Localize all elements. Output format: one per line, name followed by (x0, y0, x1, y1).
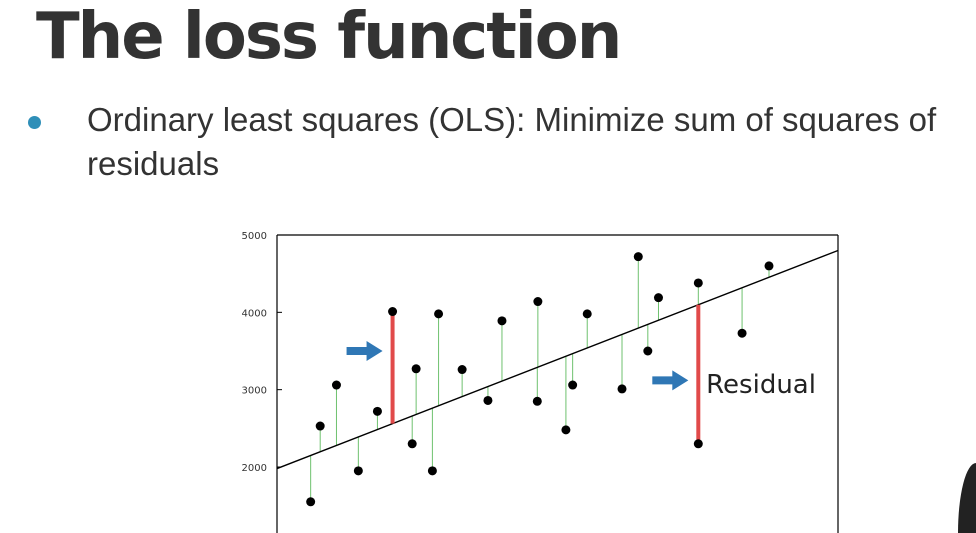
data-point (434, 309, 444, 319)
y-tick-label: 2000 (242, 463, 267, 474)
data-point (533, 297, 543, 307)
data-point (653, 293, 663, 303)
data-point (532, 396, 542, 406)
data-point (372, 406, 382, 416)
data-point (561, 425, 571, 435)
data-point (353, 466, 363, 476)
arrow-icon (346, 341, 383, 361)
slide-title: The loss function (36, 0, 622, 74)
data-point (457, 365, 467, 375)
data-point (643, 346, 653, 356)
data-point (737, 328, 747, 338)
data-point (582, 309, 592, 319)
data-point (427, 466, 437, 476)
bullet-text: Ordinary least squares (OLS): Minimize s… (87, 101, 937, 182)
data-point (315, 421, 325, 431)
data-point (483, 395, 493, 405)
arrow-icon (652, 370, 689, 391)
data-point (497, 316, 507, 326)
data-point (388, 307, 398, 317)
data-point (617, 384, 627, 394)
data-point (411, 364, 421, 374)
data-point (306, 497, 316, 507)
data-point (407, 439, 417, 449)
data-point (693, 439, 703, 449)
bullet-dot-icon (28, 116, 41, 129)
regression-line (276, 249, 839, 470)
y-tick-label: 4000 (242, 308, 267, 319)
y-tick-label: 3000 (242, 386, 267, 397)
residual-annotation: Residual (706, 370, 816, 400)
data-point (633, 252, 643, 262)
data-point (764, 261, 774, 271)
data-point (693, 278, 703, 288)
data-point (331, 380, 341, 390)
data-point (568, 380, 578, 390)
y-tick-label: 5000 (242, 231, 267, 242)
